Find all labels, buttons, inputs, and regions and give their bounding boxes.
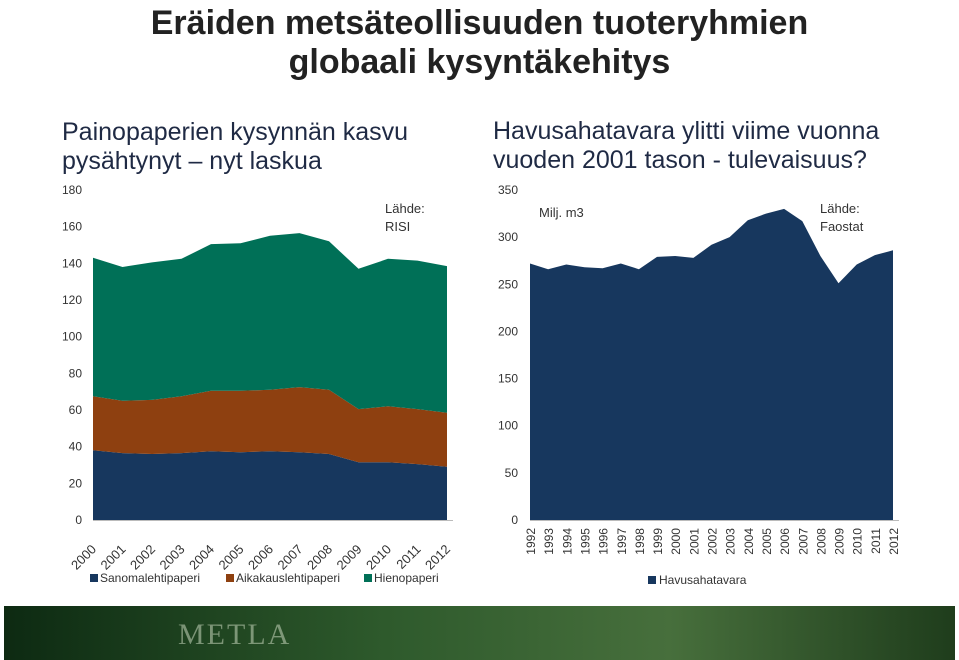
- left-legend-label: Aikakauslehtipaperi: [236, 571, 340, 585]
- right-legend-label: Havusahatavara: [659, 573, 747, 587]
- right-x-tick-label: 2010: [851, 528, 865, 555]
- left-x-tick-label: 2011: [393, 542, 423, 572]
- right-y-tick-label: 350: [498, 183, 518, 197]
- left-x-tick-label: 2000: [68, 542, 99, 573]
- right-source-value: Faostat: [820, 219, 864, 234]
- right-y-tick-label: 50: [505, 466, 519, 480]
- right-x-tick-label: 2008: [814, 528, 828, 555]
- left-x-tick-label: 2004: [186, 542, 217, 573]
- right-x-tick-label: 2005: [760, 528, 774, 555]
- paper-demand-chart: 0 20 40 60 80 100 120 140 160 180 2000200120022003…: [62, 183, 453, 585]
- left-legend-label: Sanomalehtipaperi: [100, 571, 200, 585]
- left-chart-title: Painopaperien kysynnän kasvu pysähtynyt …: [62, 118, 408, 176]
- right-x-tick-label: 2000: [669, 528, 683, 555]
- left-x-tick-label: 2003: [157, 542, 188, 573]
- right-x-tick-label: 2001: [687, 528, 701, 555]
- left-source-value: RISI: [385, 219, 410, 234]
- footer-banner: [4, 606, 955, 660]
- left-chart-title-line2: pysähtynyt – nyt laskua: [62, 147, 322, 175]
- left-series-area-1: [93, 450, 447, 520]
- left-y-tick-label: 80: [69, 366, 83, 380]
- right-unit-label: Milj. m3: [539, 205, 584, 220]
- right-x-tick-label: 1998: [633, 528, 647, 555]
- right-x-tick-label: 1997: [615, 528, 629, 555]
- right-y-tick-label: 150: [498, 372, 518, 386]
- left-y-tick-label: 40: [69, 440, 83, 454]
- page-title-line1: Eräiden metsäteollisuuden tuoteryhmien: [150, 4, 809, 42]
- right-y-tick-label: 100: [498, 419, 518, 433]
- left-x-tick-label: 2012: [422, 542, 453, 573]
- right-legend-swatch: [648, 576, 656, 584]
- right-x-tick-label: 1996: [597, 528, 611, 555]
- right-source-label: Lähde:: [820, 201, 860, 216]
- left-x-tick-label: 2007: [275, 542, 306, 573]
- left-y-tick-label: 0: [75, 513, 82, 527]
- right-y-tick-label: 300: [498, 230, 518, 244]
- left-x-tick-label: 2005: [216, 542, 247, 573]
- right-y-tick-label: 250: [498, 277, 518, 291]
- left-y-tick-label: 20: [69, 476, 83, 490]
- left-source-label: Lähde:: [385, 201, 425, 216]
- left-y-tick-label: 60: [69, 403, 83, 417]
- left-y-tick-label: 120: [62, 293, 82, 307]
- left-legend-swatch-1: [90, 574, 98, 582]
- right-x-tick-label: 1992: [524, 528, 538, 555]
- left-y-tick-label: 100: [62, 330, 82, 344]
- softwood-lumber-chart: 0 50 100 150 200 250 300 350 1992 1993 1994 1995 199…: [498, 183, 901, 587]
- right-x-tick-label: 2003: [724, 528, 738, 555]
- right-x-tick-label: 2012: [887, 528, 901, 555]
- left-y-tick-label: 180: [62, 183, 82, 197]
- left-legend-swatch-3: [364, 574, 372, 582]
- right-x-tick-label: 2002: [706, 528, 720, 555]
- right-x-tick-label: 1995: [578, 528, 592, 555]
- right-x-tick-label: 2009: [833, 528, 847, 555]
- page-title-line2: globaali kysyntäkehitys: [288, 43, 671, 81]
- metla-logo: METLA: [178, 618, 292, 651]
- left-x-tick-label: 2001: [98, 542, 129, 573]
- right-y-tick-label: 200: [498, 324, 518, 338]
- right-series-area: [530, 208, 893, 520]
- left-y-tick-label: 160: [62, 220, 82, 234]
- left-series-area-3: [93, 233, 447, 413]
- right-chart-title-line2: vuoden 2001 tason - tulevaisuus?: [493, 146, 867, 174]
- left-chart-title-line1: Painopaperien kysynnän kasvu: [62, 118, 409, 146]
- left-y-tick-label: 140: [62, 256, 82, 270]
- right-x-tick-label: 1994: [560, 528, 574, 555]
- left-x-tick-label: 2006: [245, 542, 276, 573]
- left-legend-swatch-2: [226, 574, 234, 582]
- right-chart-title-line1: Havusahatavara ylitti viime vuonna: [493, 117, 880, 145]
- left-x-tick-label: 2010: [363, 542, 394, 573]
- right-x-tick-label: 2006: [778, 528, 792, 555]
- right-x-tick-label: 1993: [542, 528, 556, 555]
- right-chart-title: Havusahatavara ylitti viime vuonna vuode…: [493, 117, 879, 175]
- left-x-tick-label: 2002: [127, 542, 158, 573]
- right-x-tick-label: 2004: [742, 528, 756, 555]
- left-x-tick-label: 2009: [334, 542, 365, 573]
- left-legend-label: Hienopaperi: [374, 571, 439, 585]
- page-title: Eräiden metsäteollisuuden tuoteryhmien g…: [0, 4, 959, 82]
- charts-canvas: 0204060801001201401601802000200120022003…: [62, 183, 901, 587]
- right-x-tick-label: 1999: [651, 528, 665, 555]
- left-series-area-2: [93, 387, 447, 467]
- right-x-tick-label: 2007: [796, 528, 810, 555]
- left-x-tick-label: 2008: [304, 542, 335, 573]
- right-x-tick-label: 2011: [869, 528, 883, 554]
- right-y-tick-label: 0: [511, 513, 518, 527]
